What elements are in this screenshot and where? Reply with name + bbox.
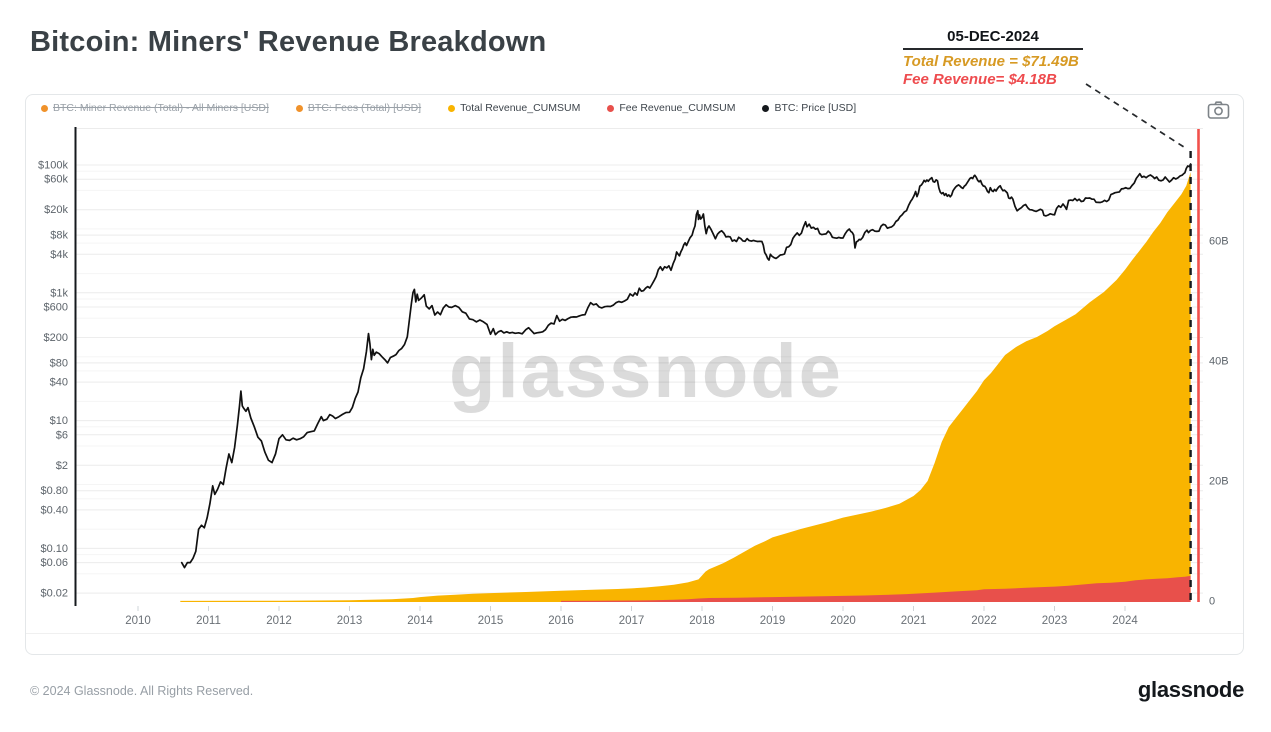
footer-copyright: © 2024 Glassnode. All Rights Reserved. (30, 684, 254, 698)
annotation-date: 05-DEC-2024 (903, 28, 1083, 50)
legend-item[interactable]: Total Revenue_CUMSUM (448, 102, 580, 114)
camera-icon[interactable] (1206, 100, 1232, 120)
legend-dot (607, 104, 615, 112)
legend-label: Total Revenue_CUMSUM (460, 102, 581, 114)
legend: BTC: Miner Revenue (Total) - All Miners … (41, 102, 856, 114)
page-title: Bitcoin: Miners' Revenue Breakdown (30, 26, 547, 58)
chart-card (25, 94, 1244, 655)
legend-label: BTC: Miner Revenue (Total) - All Miners … (53, 102, 269, 114)
legend-label: BTC: Price [USD] (774, 102, 857, 114)
legend-dot (448, 104, 456, 112)
legend-item[interactable]: BTC: Miner Revenue (Total) - All Miners … (41, 102, 269, 114)
legend-dot (41, 104, 48, 112)
legend-label: BTC: Fees (Total) [USD] (307, 102, 422, 114)
legend-item[interactable]: Fee Revenue_CUMSUM (607, 102, 735, 114)
marker-annotation: 05-DEC-2024 Total Revenue = $71.49B Fee … (903, 28, 1083, 88)
legend-dot (762, 104, 770, 112)
legend-dot (295, 104, 303, 112)
legend-label: Fee Revenue_CUMSUM (619, 102, 736, 114)
annotation-total-revenue: Total Revenue = $71.49B (903, 53, 1079, 70)
annotation-fee-revenue: Fee Revenue= $4.18B (903, 71, 1057, 88)
glassnode-logo: glassnode (1137, 677, 1244, 702)
legend-item[interactable]: BTC: Price [USD] (762, 102, 856, 114)
legend-item[interactable]: BTC: Fees (Total) [USD] (295, 102, 422, 114)
